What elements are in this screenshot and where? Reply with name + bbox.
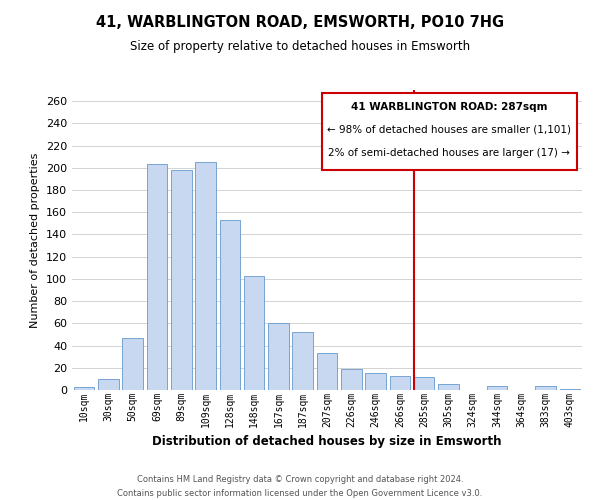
Bar: [220, 220, 240, 390]
Bar: [389, 376, 410, 390]
Bar: [560, 389, 580, 390]
Text: 41 WARBLINGTON ROAD: 287sqm: 41 WARBLINGTON ROAD: 287sqm: [351, 102, 548, 112]
Text: 41, WARBLINGTON ROAD, EMSWORTH, PO10 7HG: 41, WARBLINGTON ROAD, EMSWORTH, PO10 7HG: [96, 15, 504, 30]
Text: Size of property relative to detached houses in Emsworth: Size of property relative to detached ho…: [130, 40, 470, 53]
Bar: [292, 332, 313, 390]
Text: Contains HM Land Registry data © Crown copyright and database right 2024.
Contai: Contains HM Land Registry data © Crown c…: [118, 476, 482, 498]
Y-axis label: Number of detached properties: Number of detached properties: [31, 152, 40, 328]
FancyBboxPatch shape: [322, 93, 577, 170]
Bar: [365, 374, 386, 390]
Bar: [98, 379, 119, 390]
Bar: [414, 376, 434, 390]
Bar: [535, 386, 556, 390]
X-axis label: Distribution of detached houses by size in Emsworth: Distribution of detached houses by size …: [152, 435, 502, 448]
Bar: [341, 369, 362, 390]
Bar: [146, 164, 167, 390]
Bar: [317, 354, 337, 390]
Bar: [244, 276, 265, 390]
Bar: [195, 162, 216, 390]
Text: 2% of semi-detached houses are larger (17) →: 2% of semi-detached houses are larger (1…: [328, 148, 571, 158]
Bar: [438, 384, 459, 390]
Bar: [487, 386, 508, 390]
Bar: [74, 386, 94, 390]
Bar: [171, 170, 191, 390]
Bar: [268, 324, 289, 390]
Bar: [122, 338, 143, 390]
Text: ← 98% of detached houses are smaller (1,101): ← 98% of detached houses are smaller (1,…: [328, 124, 571, 134]
